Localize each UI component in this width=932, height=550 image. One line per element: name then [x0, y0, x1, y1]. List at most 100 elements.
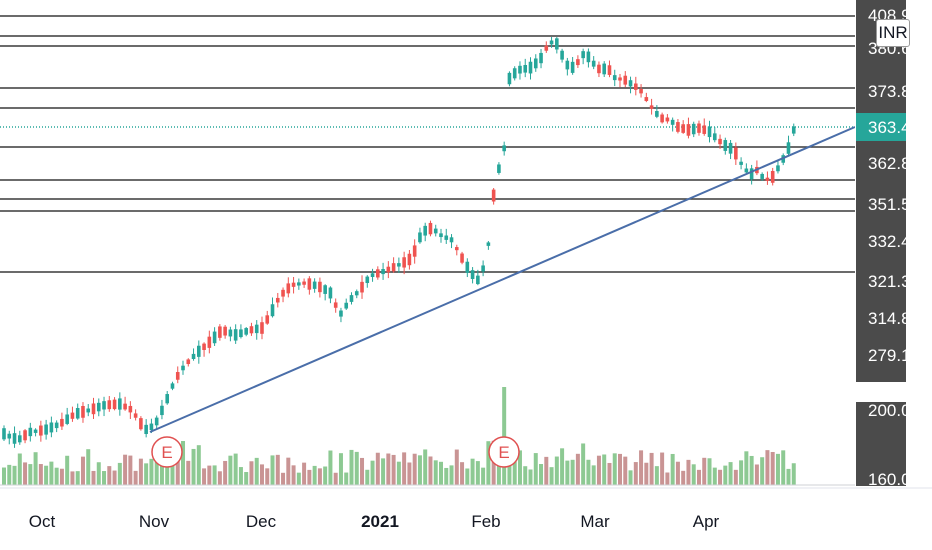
candle-body[interactable] — [291, 282, 296, 287]
candle-body[interactable] — [791, 126, 796, 134]
candle-body[interactable] — [454, 247, 459, 251]
candle-body[interactable] — [702, 125, 707, 134]
candle-body[interactable] — [381, 269, 385, 275]
candle-body[interactable] — [486, 242, 491, 246]
candle-body[interactable] — [670, 119, 675, 125]
candle-body[interactable] — [718, 138, 722, 145]
earnings-marker[interactable]: E — [488, 436, 520, 468]
candle-body[interactable] — [112, 399, 117, 410]
candle-body[interactable] — [333, 302, 338, 308]
candle-body[interactable] — [565, 60, 570, 70]
candle-body[interactable] — [402, 257, 406, 268]
candle-body[interactable] — [286, 283, 291, 294]
candle-body[interactable] — [228, 329, 233, 337]
candle-body[interactable] — [265, 315, 270, 324]
candle-body[interactable] — [165, 394, 170, 404]
candle-body[interactable] — [102, 401, 106, 410]
candle-body[interactable] — [17, 435, 22, 443]
candle-body[interactable] — [191, 353, 196, 360]
earnings-marker[interactable]: E — [151, 436, 183, 468]
candle-body[interactable] — [170, 383, 175, 389]
candle-body[interactable] — [712, 133, 717, 141]
candle-body[interactable] — [512, 68, 517, 79]
candle-body[interactable] — [344, 302, 349, 309]
candle-body[interactable] — [149, 423, 154, 431]
candle-body[interactable] — [676, 122, 680, 132]
candle-body[interactable] — [65, 414, 69, 424]
candle-body[interactable] — [86, 408, 91, 413]
candle-body[interactable] — [307, 278, 312, 290]
candle-body[interactable] — [360, 281, 364, 293]
candle-body[interactable] — [623, 75, 628, 85]
candle-body[interactable] — [544, 45, 549, 51]
candle-body[interactable] — [528, 61, 533, 74]
candle-body[interactable] — [634, 83, 638, 90]
candle-body[interactable] — [123, 403, 127, 410]
candle-body[interactable] — [160, 405, 164, 416]
candle-body[interactable] — [244, 328, 248, 335]
candle-body[interactable] — [407, 253, 412, 266]
candle-body[interactable] — [328, 287, 333, 299]
candle-body[interactable] — [560, 50, 564, 60]
candle-body[interactable] — [470, 270, 475, 279]
candle-body[interactable] — [81, 406, 85, 418]
candle-body[interactable] — [423, 225, 427, 236]
candle-body[interactable] — [776, 165, 780, 172]
candle-body[interactable] — [202, 343, 206, 350]
candle-body[interactable] — [139, 418, 143, 430]
candle-body[interactable] — [186, 359, 191, 365]
candle-body[interactable] — [7, 433, 12, 439]
candle-body[interactable] — [270, 304, 275, 317]
candle-body[interactable] — [96, 402, 101, 412]
candle-body[interactable] — [128, 405, 133, 413]
candle-body[interactable] — [597, 64, 601, 74]
candle-body[interactable] — [23, 430, 27, 441]
candle-body[interactable] — [576, 59, 580, 66]
candle-body[interactable] — [665, 117, 670, 122]
candle-body[interactable] — [649, 105, 654, 109]
candle-body[interactable] — [639, 89, 643, 94]
candle-body[interactable] — [660, 114, 664, 123]
candle-body[interactable] — [770, 170, 775, 183]
candle-body[interactable] — [739, 161, 743, 165]
candle-body[interactable] — [697, 123, 701, 133]
candle-body[interactable] — [570, 61, 575, 73]
ascending-trendline[interactable] — [149, 126, 856, 433]
candle-body[interactable] — [539, 52, 543, 64]
candle-body[interactable] — [433, 228, 438, 234]
candle-body[interactable] — [254, 324, 259, 334]
candle-body[interactable] — [323, 285, 327, 294]
candle-body[interactable] — [302, 281, 306, 285]
candle-body[interactable] — [507, 72, 512, 85]
candle-body[interactable] — [275, 297, 280, 303]
candle-body[interactable] — [476, 275, 480, 285]
candle-body[interactable] — [460, 253, 464, 263]
candle-body[interactable] — [223, 326, 227, 336]
candle-body[interactable] — [444, 235, 449, 240]
candle-body[interactable] — [197, 345, 201, 357]
candle-body[interactable] — [181, 365, 185, 371]
candle-body[interactable] — [312, 281, 317, 289]
candle-body[interactable] — [533, 58, 538, 69]
candle-body[interactable] — [686, 124, 691, 136]
candle-body[interactable] — [33, 429, 38, 433]
candle-body[interactable] — [428, 222, 433, 235]
candle-body[interactable] — [70, 412, 75, 419]
candle-body[interactable] — [75, 408, 80, 419]
candle-body[interactable] — [523, 65, 528, 73]
candle-body[interactable] — [418, 232, 422, 243]
candle-body[interactable] — [144, 424, 148, 434]
candle-body[interactable] — [412, 245, 417, 257]
candle-body[interactable] — [49, 422, 54, 433]
candle-body[interactable] — [734, 147, 738, 160]
candle-body[interactable] — [370, 273, 375, 278]
candle-body[interactable] — [107, 400, 112, 410]
candle-body[interactable] — [497, 164, 501, 173]
candle-body[interactable] — [449, 237, 454, 243]
candle-body[interactable] — [481, 265, 485, 272]
candle-body[interactable] — [260, 322, 264, 334]
candle-body[interactable] — [91, 403, 96, 415]
candle-body[interactable] — [602, 63, 607, 75]
